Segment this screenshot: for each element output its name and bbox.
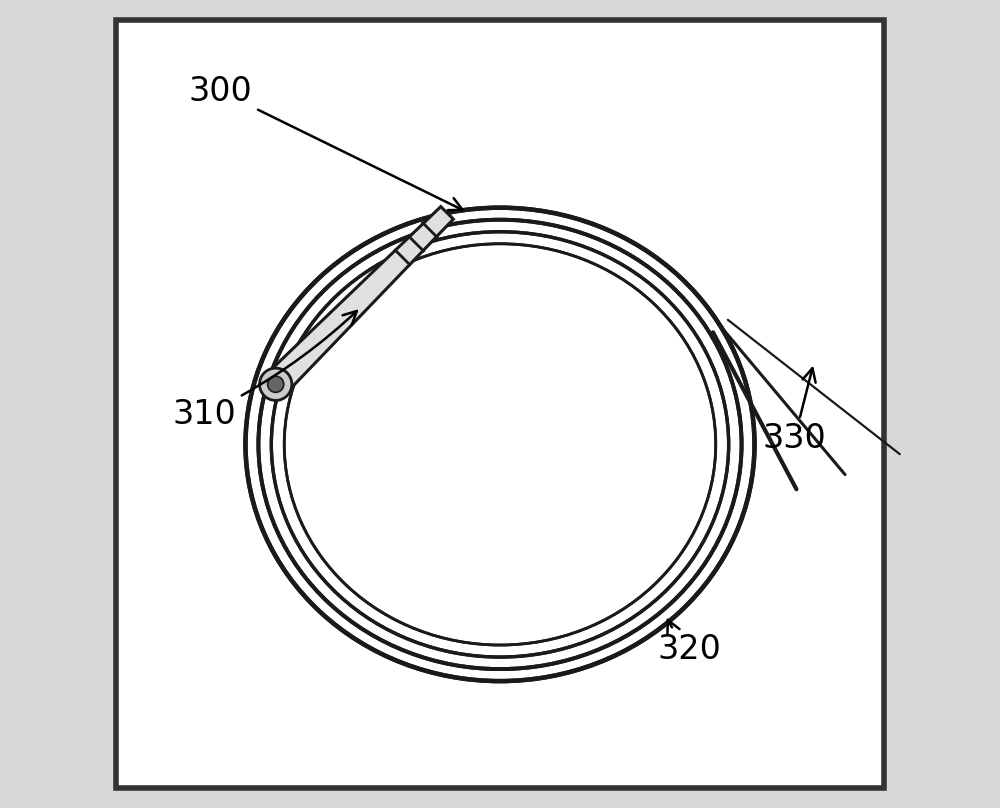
Text: 300: 300 bbox=[189, 75, 463, 210]
Text: 320: 320 bbox=[658, 620, 721, 666]
Ellipse shape bbox=[291, 250, 709, 639]
Polygon shape bbox=[266, 207, 453, 394]
FancyBboxPatch shape bbox=[116, 20, 884, 788]
Circle shape bbox=[260, 368, 292, 401]
Text: 310: 310 bbox=[173, 311, 357, 431]
Text: 330: 330 bbox=[763, 368, 826, 456]
Circle shape bbox=[268, 377, 284, 393]
